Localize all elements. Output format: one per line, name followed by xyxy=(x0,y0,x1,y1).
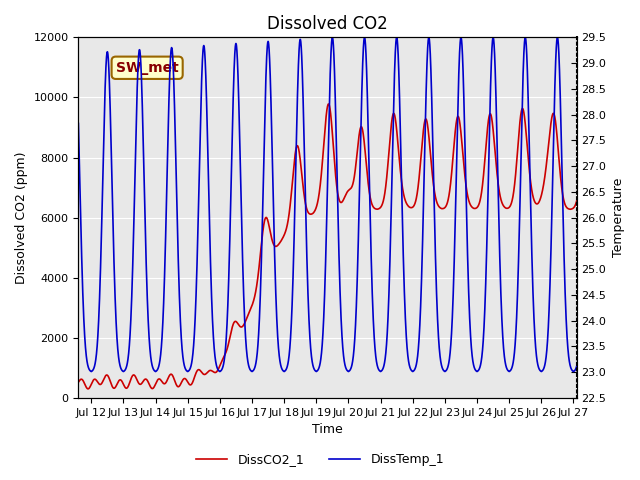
DissTemp_1 xyxy=(88,369,95,374)
DissCO2_1 xyxy=(399,186,406,192)
Text: SW_met: SW_met xyxy=(116,61,179,75)
Y-axis label: Temperature: Temperature xyxy=(612,178,625,257)
DissCO2_1 xyxy=(265,222,273,228)
Line: DissCO2_1: DissCO2_1 xyxy=(79,104,577,389)
DissCO2_1 xyxy=(84,386,92,392)
DissCO2_1 xyxy=(165,373,173,379)
DissTemp_1 xyxy=(573,363,580,369)
Legend: DissCO2_1, DissTemp_1: DissCO2_1, DissTemp_1 xyxy=(191,448,449,471)
Line: DissTemp_1: DissTemp_1 xyxy=(79,37,577,372)
DissTemp_1 xyxy=(484,183,492,189)
DissCO2_1 xyxy=(75,379,83,385)
DissCO2_1 xyxy=(573,198,580,204)
DissTemp_1 xyxy=(374,363,381,369)
DissTemp_1 xyxy=(522,35,529,40)
DissCO2_1 xyxy=(484,119,492,124)
DissCO2_1 xyxy=(447,182,454,188)
DissTemp_1 xyxy=(265,44,273,49)
Title: Dissolved CO2: Dissolved CO2 xyxy=(267,15,388,33)
DissCO2_1 xyxy=(324,101,332,107)
DissTemp_1 xyxy=(165,95,173,100)
DissTemp_1 xyxy=(75,120,83,126)
DissTemp_1 xyxy=(447,348,454,354)
DissTemp_1 xyxy=(399,225,406,230)
Y-axis label: Dissolved CO2 (ppm): Dissolved CO2 (ppm) xyxy=(15,151,28,284)
X-axis label: Time: Time xyxy=(312,423,343,436)
DissCO2_1 xyxy=(374,206,381,212)
